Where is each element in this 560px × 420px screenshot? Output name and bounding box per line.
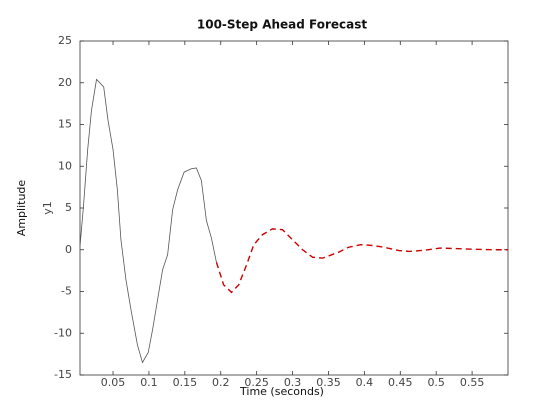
series-line xyxy=(79,78,217,364)
x-tick-label: 0.45 xyxy=(388,376,413,389)
channel-label: y1 xyxy=(41,201,54,215)
y-tick-label: 5 xyxy=(65,201,72,214)
x-tick-label: 0.1 xyxy=(140,376,158,389)
x-tick-label: 0.25 xyxy=(244,376,269,389)
y-axis-label: Amplitude xyxy=(15,180,28,237)
y-tick-label: 0 xyxy=(65,243,72,256)
x-tick-label: 0.3 xyxy=(284,376,302,389)
chart-title: 100-Step Ahead Forecast xyxy=(197,18,368,32)
y-tick-label: -5 xyxy=(61,285,72,298)
y-tick-label: -10 xyxy=(54,326,72,339)
x-tick-label: 0.4 xyxy=(356,376,374,389)
y-tick-label: 25 xyxy=(58,34,72,47)
series-line xyxy=(215,228,508,294)
x-tick-label: 0.35 xyxy=(316,376,341,389)
x-tick-label: 0.05 xyxy=(101,376,126,389)
y-tick-label: 10 xyxy=(58,159,72,172)
x-tick-label: 0.15 xyxy=(173,376,198,389)
plot-area xyxy=(79,40,509,376)
x-tick-label: 0.2 xyxy=(212,376,230,389)
y-tick-label: 20 xyxy=(58,76,72,89)
x-axis-label: Time (seconds) xyxy=(239,385,324,398)
y-tick-label: 15 xyxy=(58,118,72,131)
x-tick-label: 0.5 xyxy=(427,376,445,389)
x-tick-label: 0.55 xyxy=(460,376,485,389)
y-tick-label: -15 xyxy=(54,368,72,381)
